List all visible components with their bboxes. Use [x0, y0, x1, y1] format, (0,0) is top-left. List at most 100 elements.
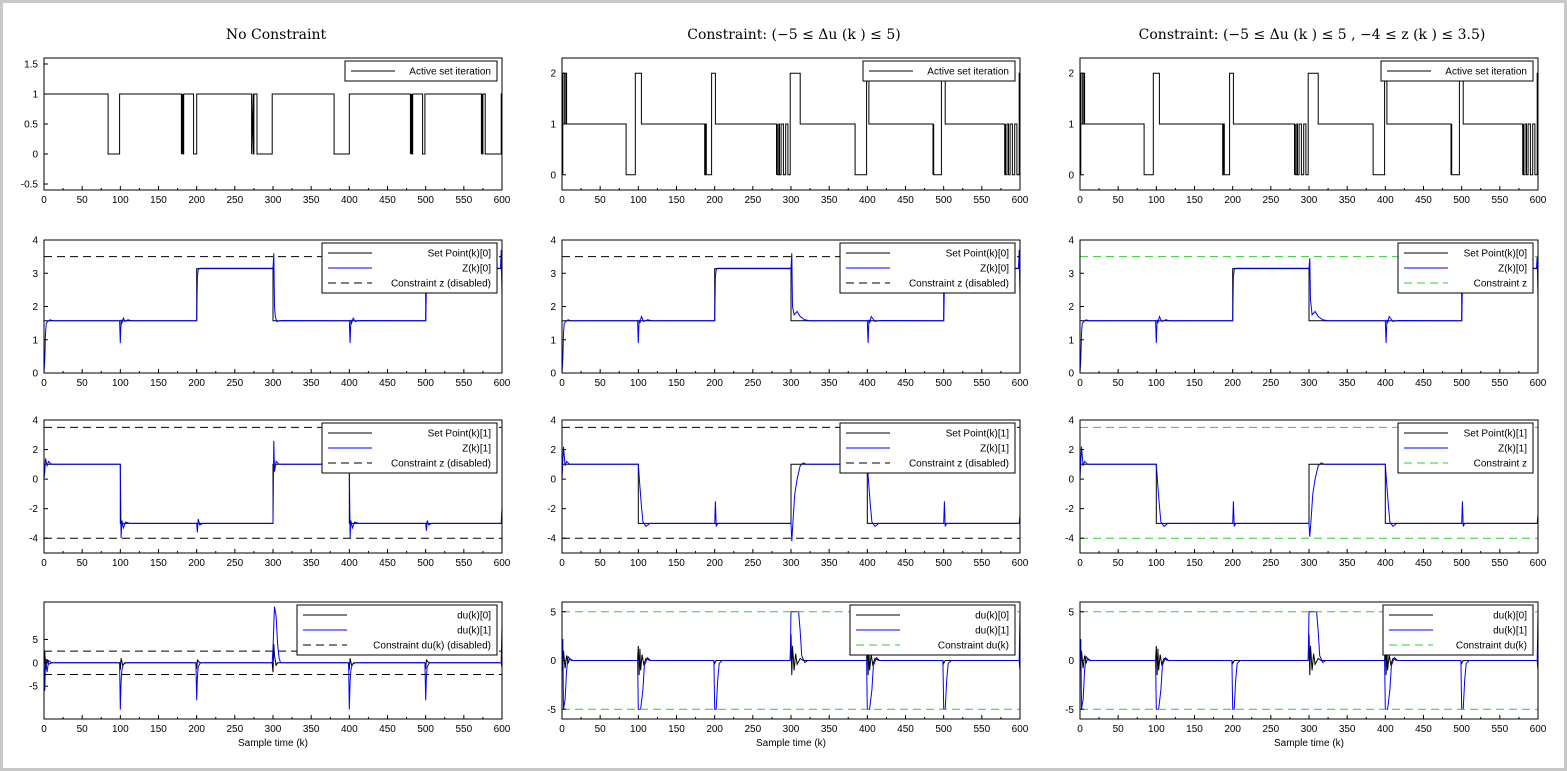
- y-tick-label-c0r1-2: 2: [32, 302, 38, 313]
- x-tick-label-c1r3-7: 350: [821, 724, 838, 735]
- y-tick-label-c1r2-4: -4: [547, 534, 556, 545]
- x-tick-label-c2r1-4: 200: [1224, 378, 1241, 389]
- x-tick-label-c2r3-8: 400: [1377, 724, 1394, 735]
- legend-c1r3: du(k)[0] du(k)[1] Constraint du(k): [849, 604, 1016, 656]
- legend-box-c1r1: [839, 242, 1016, 294]
- y-tick-label-c0r3-2: -5: [29, 682, 38, 693]
- series-line-c1r1-1: [562, 249, 1020, 373]
- y-tick-label-c2r2-0: 4: [1068, 416, 1074, 427]
- legend-box-c2r0: [1380, 60, 1534, 82]
- x-tick-label-c0r2-2: 100: [112, 558, 129, 569]
- x-tick-label-c1r2-3: 150: [668, 558, 685, 569]
- x-tick-label-c2r0-10: 500: [1453, 195, 1470, 206]
- x-tick-label-c1r1-7: 350: [821, 378, 838, 389]
- plot-frame-c0r3: [43, 601, 503, 720]
- series-line-c0r2-1: [44, 440, 502, 539]
- legend-label-c0r2-0: Set Point(k)[1]: [428, 429, 492, 440]
- y-tick-label-c2r2-4: -4: [1065, 534, 1074, 545]
- plot-frame-c1r0: [561, 57, 1021, 191]
- x-tick-label-c0r1-5: 250: [226, 378, 243, 389]
- x-tick-label-c0r2-10: 500: [417, 558, 434, 569]
- x-tick-label-c1r3-5: 250: [744, 724, 761, 735]
- x-tick-label-c1r2-2: 100: [630, 558, 647, 569]
- legend-label-c1r3-2: Constraint du(k): [938, 641, 1009, 652]
- x-tick-label-c2r3-6: 300: [1301, 724, 1318, 735]
- legend-label-c0r1-1: Z(k)[0]: [462, 264, 491, 275]
- x-tick-label-c2r0-7: 350: [1339, 195, 1356, 206]
- legend-label-c2r1-1: Z(k)[0]: [1498, 264, 1527, 275]
- legend-label-c1r1-1: Z(k)[0]: [980, 264, 1009, 275]
- x-tick-label-c1r1-3: 150: [668, 378, 685, 389]
- plot-frame-c2r2: [1079, 419, 1539, 554]
- legend-label-c1r2-0: Set Point(k)[1]: [946, 429, 1010, 440]
- legend-c1r0: Active set iteration: [862, 60, 1016, 82]
- x-tick-label-c2r2-10: 500: [1453, 558, 1470, 569]
- x-tick-label-c2r3-12: 600: [1530, 724, 1547, 735]
- plot-frame-c0r1: [43, 239, 503, 374]
- x-tick-label-c2r2-1: 50: [1113, 558, 1125, 569]
- y-tick-label-c0r2-2: 0: [32, 475, 38, 486]
- x-tick-label-c0r1-10: 500: [417, 378, 434, 389]
- legend-c0r2: Set Point(k)[1] Z(k)[1] Constraint z (disa…: [321, 422, 498, 474]
- x-tick-label-c0r3-12: 600: [494, 724, 511, 735]
- x-tick-label-c1r3-0: 0: [559, 724, 565, 735]
- legend-label-c1r2-2: Constraint z (disabled): [909, 459, 1009, 470]
- x-tick-label-c0r0-10: 500: [417, 195, 434, 206]
- y-tick-label-c0r1-4: 0: [32, 369, 38, 380]
- legend-label-c2r1-2: Constraint z: [1474, 279, 1527, 290]
- x-tick-label-c1r2-8: 400: [859, 558, 876, 569]
- plot-frame-c1r1: [561, 239, 1021, 374]
- chart-c0r0: 0 50 100 150 200 250 300 350 400 450 500 550 600 1.5 1…: [21, 57, 511, 206]
- x-tick-label-c1r1-4: 200: [706, 378, 723, 389]
- x-tick-label-c1r1-0: 0: [559, 378, 565, 389]
- x-tick-label-c2r2-0: 0: [1077, 558, 1083, 569]
- x-tick-label-c0r1-8: 400: [341, 378, 358, 389]
- x-tick-label-c0r1-9: 450: [379, 378, 396, 389]
- x-tick-label-c0r2-0: 0: [41, 558, 47, 569]
- series-line-c0r2-0: [44, 463, 502, 524]
- x-tick-label-c2r0-12: 600: [1530, 195, 1547, 206]
- legend-box-c1r2: [839, 422, 1016, 474]
- y-tick-label-c1r1-3: 1: [550, 335, 556, 346]
- x-tick-label-c2r3-3: 150: [1186, 724, 1203, 735]
- y-tick-label-c0r2-4: -4: [29, 534, 38, 545]
- x-tick-label-c0r0-3: 150: [150, 195, 167, 206]
- x-tick-label-c2r0-2: 100: [1148, 195, 1165, 206]
- x-tick-label-c1r3-10: 500: [935, 724, 952, 735]
- x-tick-label-c0r2-12: 600: [494, 558, 511, 569]
- x-tick-label-c0r0-11: 550: [455, 195, 472, 206]
- x-tick-label-c2r2-7: 350: [1339, 558, 1356, 569]
- y-tick-label-c0r0-4: -0.5: [21, 180, 39, 191]
- x-tick-label-c1r3-9: 450: [897, 724, 914, 735]
- x-tick-label-c2r3-0: 0: [1077, 724, 1083, 735]
- legend-label-c1r3-0: du(k)[0]: [975, 611, 1009, 622]
- x-tick-label-c2r3-7: 350: [1339, 724, 1356, 735]
- x-tick-label-c2r3-2: 100: [1148, 724, 1165, 735]
- y-tick-label-c2r3-0: 5: [1068, 607, 1074, 618]
- x-tick-label-c0r2-1: 50: [77, 558, 89, 569]
- y-tick-label-c1r0-2: 0: [550, 170, 556, 181]
- x-tick-label-c2r1-11: 550: [1491, 378, 1508, 389]
- x-tick-label-c2r0-1: 50: [1113, 195, 1125, 206]
- x-tick-label-c1r1-11: 550: [973, 378, 990, 389]
- y-tick-label-c2r3-1: 0: [1068, 656, 1074, 667]
- y-tick-label-c0r1-3: 1: [32, 335, 38, 346]
- x-tick-label-c0r2-5: 250: [226, 558, 243, 569]
- legend-label-c0r2-2: Constraint z (disabled): [391, 459, 491, 470]
- x-tick-label-c0r1-12: 600: [494, 378, 511, 389]
- x-tick-label-c0r1-11: 550: [455, 378, 472, 389]
- series-line-c2r3-0: [1080, 634, 1538, 676]
- x-tick-label-c0r1-0: 0: [41, 378, 47, 389]
- x-tick-label-c0r1-2: 100: [112, 378, 129, 389]
- x-tick-label-c1r0-1: 50: [595, 195, 607, 206]
- y-tick-label-c2r1-1: 3: [1068, 269, 1074, 280]
- chart-c2r3: 0 50 100 150 200 250 300 350 400 450 500 550 60050-5…: [1065, 601, 1547, 749]
- x-tick-label-c2r0-3: 150: [1186, 195, 1203, 206]
- legend-label-c0r2-1: Z(k)[1]: [462, 444, 491, 455]
- legend-label-c0r0-0: Active set iteration: [409, 67, 491, 78]
- x-tick-label-c1r0-6: 300: [783, 195, 800, 206]
- x-tick-label-c0r2-3: 150: [150, 558, 167, 569]
- x-tick-label-c2r3-4: 200: [1224, 724, 1241, 735]
- x-tick-label-c1r2-10: 500: [935, 558, 952, 569]
- x-tick-label-c1r1-9: 450: [897, 378, 914, 389]
